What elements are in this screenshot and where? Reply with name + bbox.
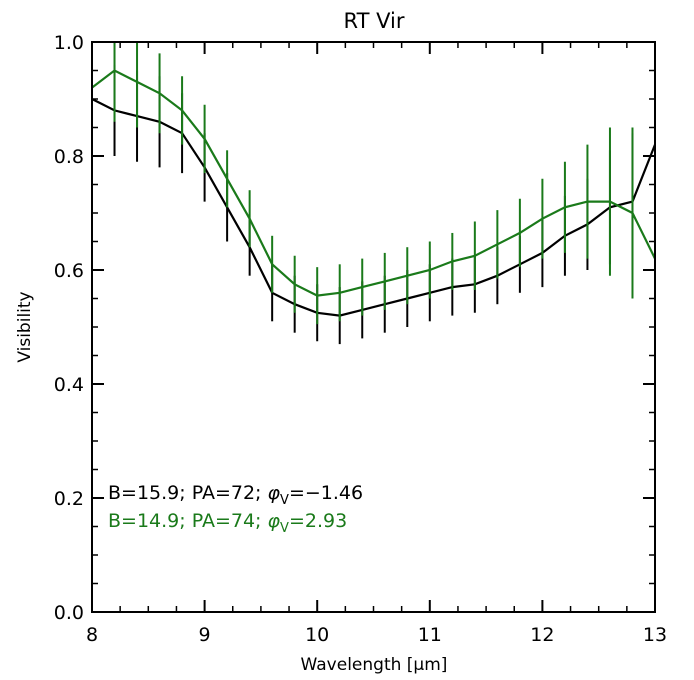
x-axis-title: Wavelength [μm] [301, 655, 448, 675]
annotation-black: B=15.9; PA=72; φV=−1.46 [108, 482, 363, 508]
series-line [91, 69, 656, 297]
annotation-black-sub: V [280, 493, 289, 508]
annotation-green-suffix: =2.93 [289, 510, 347, 532]
series-1 [91, 42, 656, 345]
x-tick-label: 12 [530, 624, 554, 646]
annotation-green-sub: V [280, 521, 289, 536]
x-tick-label: 8 [86, 624, 98, 646]
series-line [91, 98, 657, 317]
y-tick-label: 0.0 [54, 602, 84, 624]
ticks-layer: 8 9 10 11 12 13 0.0 0.2 0.4 0.6 0.8 1.0 [54, 32, 667, 646]
annotation-green-phi: φ [267, 510, 280, 532]
y-tick-label: 0.4 [54, 374, 84, 396]
annotation-black-phi: φ [267, 482, 280, 504]
y-tick-label: 0.2 [54, 488, 84, 510]
series-layer [91, 42, 657, 345]
y-tick-label: 1.0 [54, 32, 84, 54]
x-tick-label: 9 [199, 624, 211, 646]
x-tick-label: 11 [418, 624, 442, 646]
y-axis-title: Visibility [15, 291, 35, 362]
annotation-black-suffix: =−1.46 [289, 482, 363, 504]
chart-title: RT Vir [344, 9, 405, 33]
series-0 [91, 53, 657, 345]
annotation-black-prefix: B=15.9; PA=72; [108, 482, 267, 504]
annotation-green-prefix: B=14.9; PA=74; [108, 510, 267, 532]
y-tick-label: 0.6 [54, 260, 84, 282]
x-tick-label: 13 [643, 624, 667, 646]
x-tick-label: 10 [305, 624, 329, 646]
y-tick-label: 0.8 [54, 146, 84, 168]
annotation-green: B=14.9; PA=74; φV=2.93 [108, 510, 347, 536]
